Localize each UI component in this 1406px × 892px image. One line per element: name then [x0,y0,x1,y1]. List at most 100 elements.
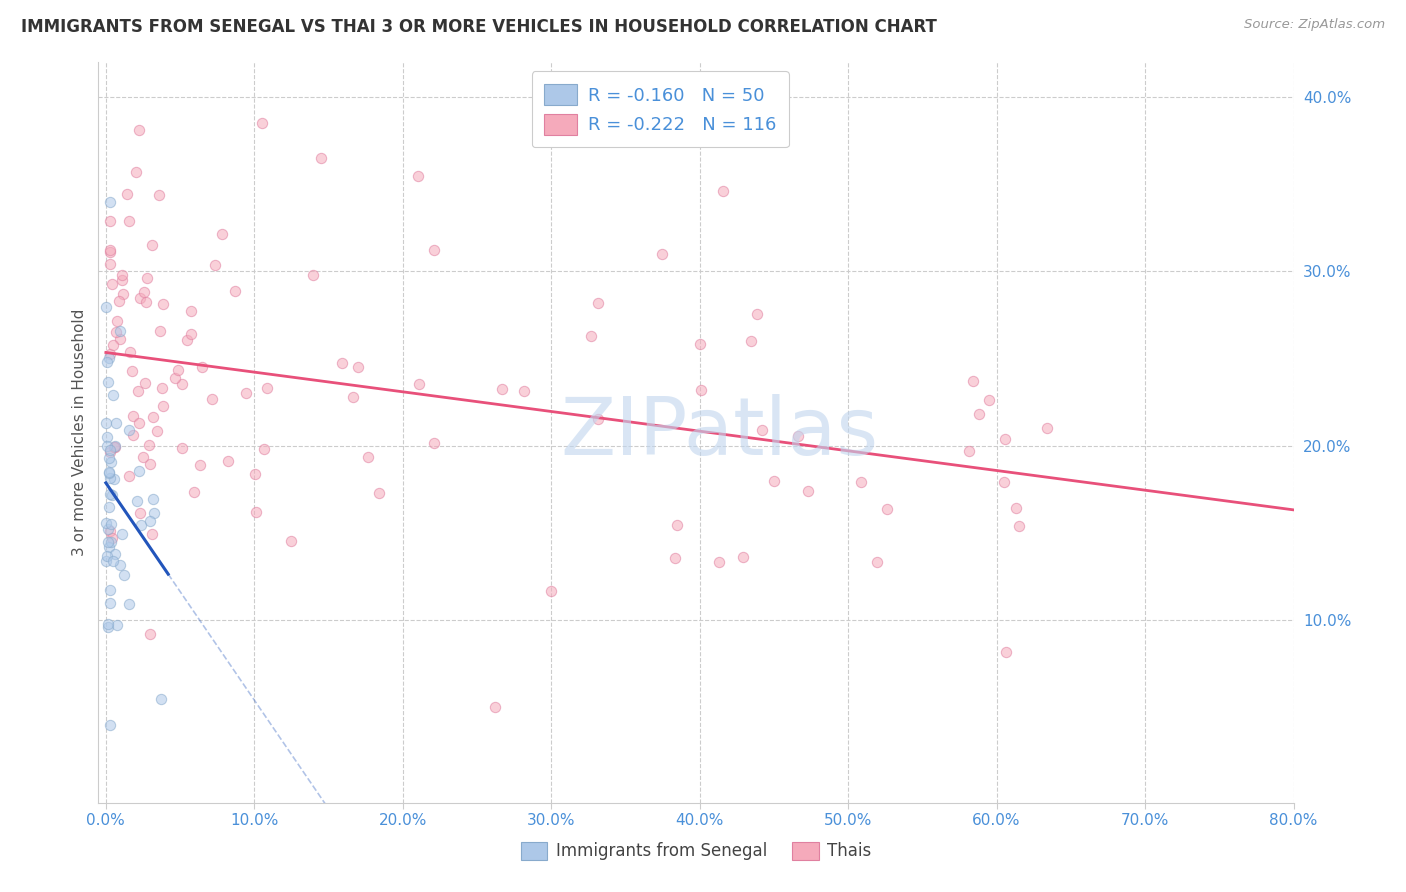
Point [129,518,152,533]
Point [995,645,1018,659]
Point [103,440,125,454]
Point [136,271,159,285]
Point [105,314,128,328]
Point [98,486,121,500]
Point [117,214,139,228]
Point [108,324,131,338]
Point [235,385,257,400]
Point [330,356,353,370]
Point [579,328,602,343]
Point [740,334,762,348]
Point [112,567,135,582]
Point [118,469,141,483]
Point [851,475,873,489]
Point [1004,501,1026,516]
Point [406,169,429,183]
Point [183,485,205,500]
Point [103,338,125,352]
Point [112,287,135,301]
Point [256,381,278,395]
Point [98,595,121,609]
Point [651,246,673,260]
Point [138,627,160,641]
Point [101,277,124,292]
Point [751,423,773,437]
Point [115,186,138,201]
Point [690,383,713,397]
Point [586,296,609,310]
Point [1008,519,1031,533]
Point [142,492,165,507]
Point [96,417,118,431]
Point [134,285,156,300]
Point [422,243,444,257]
Point [969,407,991,421]
Point [665,518,688,533]
Point [253,442,276,456]
Point [127,384,149,398]
Point [100,455,122,469]
Point [408,377,430,392]
Point [172,441,194,455]
Point [101,387,124,401]
Point [121,409,143,424]
Point [111,268,134,283]
Point [98,442,121,457]
Point [866,556,889,570]
Point [201,392,224,406]
Point [711,184,734,198]
Point [96,439,118,453]
Point [101,531,124,545]
Point [357,450,380,465]
Point [98,347,121,361]
Point [122,427,145,442]
Point [134,376,156,390]
Point [128,123,150,137]
Point [204,258,226,272]
Point [994,433,1017,447]
Point [224,284,246,298]
Point [111,273,134,287]
Point [148,188,170,202]
Point [97,522,120,536]
Point [98,194,121,209]
Point [139,514,162,528]
Point [309,151,332,165]
Point [135,295,157,310]
Point [97,450,120,465]
Point [188,458,211,472]
Point [98,245,121,260]
Point [129,506,152,520]
Point [367,485,389,500]
Point [993,475,1015,490]
Point [1036,421,1059,435]
Point [149,324,172,338]
Point [105,617,128,632]
Point [97,620,120,634]
Point [191,359,214,374]
Point [117,597,139,611]
Point [98,718,121,732]
Point [96,554,118,568]
Point [540,584,562,599]
Point [100,471,122,485]
Point [96,549,118,563]
Point [586,411,609,425]
Point [347,360,370,375]
Point [245,505,267,519]
Text: ZIPatlas: ZIPatlas [561,393,879,472]
Point [98,214,121,228]
Text: IMMIGRANTS FROM SENEGAL VS THAI 3 OR MORE VEHICLES IN HOUSEHOLD CORRELATION CHAR: IMMIGRANTS FROM SENEGAL VS THAI 3 OR MOR… [21,18,936,36]
Point [96,429,118,443]
Point [104,417,127,431]
Point [163,371,186,385]
Point [104,547,127,561]
Point [142,409,165,424]
Point [733,550,755,565]
Point [129,291,152,305]
Point [104,440,127,454]
Point [118,345,141,359]
Point [423,435,446,450]
Point [146,424,169,438]
Point [110,332,132,346]
